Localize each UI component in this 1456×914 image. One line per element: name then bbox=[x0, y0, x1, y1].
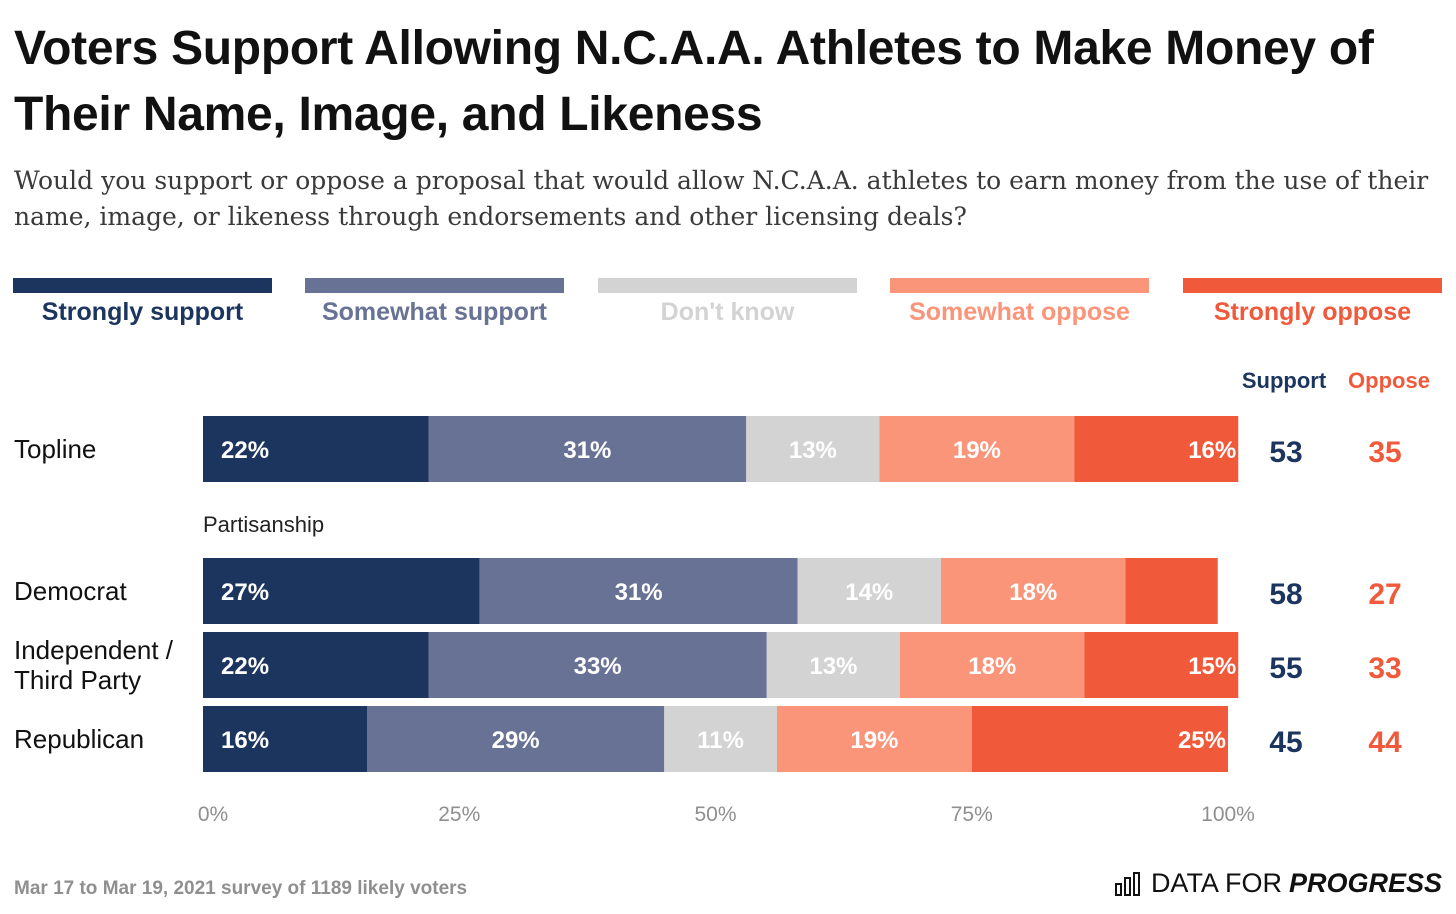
chart-title: Voters Support Allowing N.C.A.A. Athlete… bbox=[14, 22, 1374, 141]
data-label: 13% bbox=[809, 653, 857, 680]
stacked-bar-chart: Support Oppose Partisanship Topline 22% 31% 13… bbox=[14, 368, 1430, 826]
bar-segment bbox=[879, 416, 1075, 482]
bar-segment bbox=[428, 416, 747, 482]
support-header: Support bbox=[1242, 368, 1327, 393]
bar-segment bbox=[367, 706, 665, 772]
oppose-total: 27 bbox=[1368, 578, 1401, 611]
bar-chart-icon bbox=[1114, 871, 1140, 896]
bar-segment bbox=[1074, 416, 1239, 482]
data-label: 11% bbox=[697, 727, 744, 754]
brand-strong: PROGRESS bbox=[1288, 868, 1442, 898]
data-label: 14% bbox=[845, 579, 893, 606]
data-label: 15% bbox=[1188, 653, 1236, 680]
x-tick-label: 25% bbox=[438, 803, 480, 826]
bar-segment bbox=[797, 558, 941, 624]
data-label: 22% bbox=[221, 653, 269, 680]
row-label: Democrat bbox=[14, 576, 127, 606]
support-total: 55 bbox=[1269, 652, 1302, 685]
x-tick-label: 50% bbox=[694, 803, 736, 826]
bar-segment bbox=[479, 558, 798, 624]
brand-prefix: DATA FOR bbox=[1150, 868, 1282, 898]
data-label: 22% bbox=[221, 437, 269, 464]
data-label: 27% bbox=[221, 579, 269, 606]
bar-segment bbox=[766, 632, 900, 698]
row-label: Republican bbox=[14, 724, 144, 754]
bar-segment bbox=[777, 706, 972, 772]
chart-subtitle: Would you support or oppose a proposal t… bbox=[14, 166, 1429, 231]
brand-logo: DATA FOR PROGRESS bbox=[1114, 868, 1442, 899]
oppose-total: 35 bbox=[1368, 436, 1401, 469]
row-label: Independent / Third Party bbox=[14, 635, 174, 695]
bar-segment bbox=[203, 632, 429, 698]
oppose-header: Oppose bbox=[1348, 368, 1430, 393]
bar-segment bbox=[1084, 632, 1239, 698]
data-label: 29% bbox=[492, 727, 540, 754]
support-total: 45 bbox=[1269, 726, 1302, 759]
x-tick-label: 100% bbox=[1201, 803, 1255, 826]
bar-segment bbox=[428, 632, 767, 698]
bar-segment bbox=[941, 558, 1126, 624]
data-label: 18% bbox=[1009, 579, 1057, 606]
data-label: 16% bbox=[221, 727, 269, 754]
data-label: 25% bbox=[1178, 727, 1226, 754]
data-label: 33% bbox=[574, 653, 622, 680]
row-label: Topline bbox=[14, 434, 96, 464]
survey-footnote: Mar 17 to Mar 19, 2021 survey of 1189 li… bbox=[14, 878, 468, 899]
x-tick-label: 0% bbox=[198, 803, 228, 826]
bar-segment bbox=[664, 706, 777, 772]
data-label: 19% bbox=[850, 727, 898, 754]
data-label: 18% bbox=[968, 653, 1016, 680]
bar-segment bbox=[746, 416, 880, 482]
bar-segment bbox=[203, 416, 429, 482]
bar-segment bbox=[203, 558, 480, 624]
bar-segment bbox=[1125, 558, 1218, 624]
x-tick-label: 75% bbox=[951, 803, 993, 826]
data-label: 19% bbox=[953, 437, 1001, 464]
bar-segment bbox=[900, 632, 1085, 698]
bar-segment bbox=[971, 706, 1228, 772]
oppose-total: 44 bbox=[1368, 726, 1402, 759]
oppose-total: 33 bbox=[1368, 652, 1401, 685]
data-label: 31% bbox=[563, 437, 611, 464]
group-label: Partisanship bbox=[203, 512, 324, 537]
support-total: 53 bbox=[1269, 436, 1302, 469]
data-label: 31% bbox=[615, 579, 663, 606]
data-label: 13% bbox=[789, 437, 837, 464]
bar-segment bbox=[203, 706, 367, 772]
support-total: 58 bbox=[1269, 578, 1302, 611]
data-label: 16% bbox=[1188, 437, 1236, 464]
